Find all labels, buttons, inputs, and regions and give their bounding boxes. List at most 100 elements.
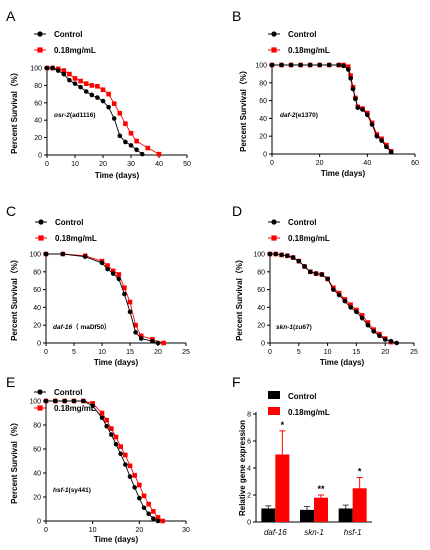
y-axis-title: Percent Survival（%） — [9, 418, 19, 504]
data-point — [100, 87, 106, 93]
data-point — [113, 441, 119, 447]
data-point — [326, 62, 332, 68]
data-point — [78, 78, 83, 84]
y-tick-label: 0 — [38, 153, 42, 160]
data-point — [118, 444, 123, 449]
data-point — [123, 139, 128, 145]
y-axis-title: Percent Survival（%） — [9, 68, 19, 154]
y-axis-title: Percent Survival（%） — [9, 255, 19, 341]
series-control — [43, 251, 161, 346]
x-tick-label: 20 — [154, 349, 162, 356]
data-point — [360, 107, 365, 112]
data-point — [82, 254, 88, 259]
data-point — [61, 68, 67, 73]
data-point — [109, 432, 114, 437]
strain-allele: (e1370) — [296, 112, 318, 119]
data-point — [336, 62, 342, 68]
y-tick-label: 100 — [255, 63, 267, 70]
data-point — [141, 493, 147, 499]
data-point — [90, 403, 95, 409]
data-point — [365, 320, 371, 325]
data-point — [138, 333, 144, 339]
data-point — [155, 518, 161, 524]
data-point — [388, 149, 394, 155]
data-point — [100, 98, 106, 104]
legend-marker — [38, 219, 44, 225]
legend-label: Control — [288, 392, 316, 401]
legend-label: 0.18mg/mL — [288, 408, 330, 417]
series-line — [272, 64, 392, 153]
y-tick-label: 80 — [33, 269, 41, 276]
bar-group-hsf-1: * hsf-1 — [338, 466, 367, 537]
data-point — [146, 501, 151, 507]
data-point — [67, 77, 72, 83]
data-point — [127, 309, 133, 315]
series-line — [46, 400, 163, 522]
strain-annotation: hsf-1(sy441) — [53, 487, 91, 494]
data-point — [105, 263, 110, 268]
y-axis-title: Percent Survival（%） — [238, 66, 248, 152]
y-tick-label: 20 — [33, 495, 41, 502]
x-tick-label: 10 — [324, 349, 332, 356]
y-axis-title: Relative gene expression — [238, 420, 247, 516]
y-tick-label: 40 — [33, 471, 41, 478]
data-point — [43, 398, 49, 404]
y-tick-label: 40 — [34, 118, 42, 125]
x-tick-label: 25 — [410, 349, 418, 356]
series-control — [43, 398, 161, 524]
data-point — [273, 251, 279, 257]
x-tick-label: 20 — [99, 161, 107, 168]
panel-b: B 0 20 40 60 80 100 Percent Survival（%） 0 20 40 60 T… — [232, 8, 419, 178]
data-point — [116, 276, 122, 282]
y-tick-label: 60 — [33, 287, 41, 294]
strain-allele: (zu67) — [293, 324, 312, 331]
bar — [352, 488, 367, 522]
x-tick-label: 40 — [363, 160, 371, 167]
data-point — [122, 291, 127, 297]
data-point — [354, 309, 359, 315]
panel-a: A 0 20 40 60 80 100 Percent Survival（%） 0 10 20 30 4… — [6, 8, 191, 180]
legend-marker — [271, 47, 277, 53]
legend-marker — [271, 219, 277, 225]
data-point — [128, 130, 134, 136]
data-point — [348, 76, 353, 81]
data-point — [382, 337, 388, 342]
data-point — [137, 495, 142, 501]
x-axis-title: Time (days) — [321, 169, 366, 178]
x-tick-label: 25 — [182, 349, 190, 356]
data-point — [116, 272, 122, 277]
data-point — [89, 92, 95, 98]
x-tick-label: 20 — [381, 349, 389, 356]
data-point — [279, 252, 284, 258]
data-point — [160, 518, 165, 524]
x-tick-label: 15 — [126, 349, 134, 356]
series-control — [44, 65, 145, 157]
data-point — [95, 95, 100, 100]
data-point — [313, 271, 319, 276]
data-point — [127, 474, 133, 479]
y-tick-label: 0 — [37, 341, 41, 348]
data-point — [388, 338, 394, 344]
data-point — [151, 509, 156, 514]
y-tick-label: 60 — [33, 447, 41, 454]
data-point — [89, 83, 95, 88]
data-point — [365, 322, 371, 328]
x-tick-label: 10 — [71, 161, 79, 168]
data-point — [137, 482, 142, 488]
data-point — [145, 145, 151, 151]
data-point — [123, 452, 128, 458]
legend-label: 0.18mg/mL — [288, 234, 330, 243]
data-point — [111, 101, 117, 106]
data-point — [319, 272, 325, 277]
data-point — [290, 255, 296, 260]
data-point — [50, 65, 55, 71]
significance-mark: * — [281, 420, 285, 430]
data-point — [348, 302, 353, 308]
x-tick-label: 30 — [127, 161, 135, 168]
y-tick-label: 80 — [34, 83, 42, 90]
data-point — [72, 81, 78, 86]
data-point — [118, 451, 123, 457]
data-point — [353, 96, 358, 102]
y-tick-label: 6 — [247, 439, 251, 446]
significance-mark: ** — [317, 484, 325, 494]
